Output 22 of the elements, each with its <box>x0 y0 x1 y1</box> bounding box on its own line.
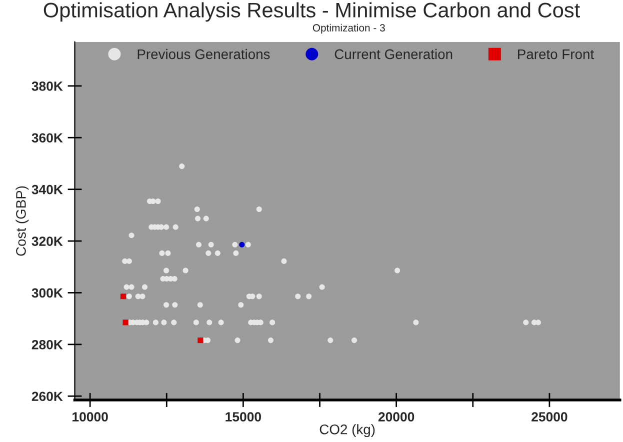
legend-label: Pareto Front <box>518 49 594 60</box>
point <box>239 242 245 248</box>
y-axis-title: Cost (GBP) <box>16 186 29 256</box>
chart-subtitle: Optimization - 3 <box>312 24 385 34</box>
legend-label: Current Generation <box>334 48 452 60</box>
y-tick-label: 360K <box>32 133 63 143</box>
legend-label: Previous Generations <box>138 48 270 60</box>
y-tick-label: 340K <box>32 184 63 194</box>
x-tick-label: 20000 <box>378 412 414 422</box>
x-tick-label: 10000 <box>72 412 108 422</box>
chart-title: Optimisation Analysis Results - Minimise Carbon and Cost <box>44 2 580 22</box>
x-tick-label: 25000 <box>532 412 568 422</box>
point <box>120 294 126 300</box>
y-tick-label: 380K <box>32 82 63 91</box>
y-tick-label: 280K <box>32 340 63 350</box>
point <box>122 320 128 326</box>
y-tick-label: 260K <box>32 392 63 402</box>
x-tick-label: 15000 <box>226 412 262 422</box>
y-tick-label: 300K <box>32 288 63 298</box>
x-axis-title: CO2 (kg) <box>320 424 375 438</box>
y-tick-label: 320K <box>32 236 63 246</box>
point <box>198 338 204 344</box>
